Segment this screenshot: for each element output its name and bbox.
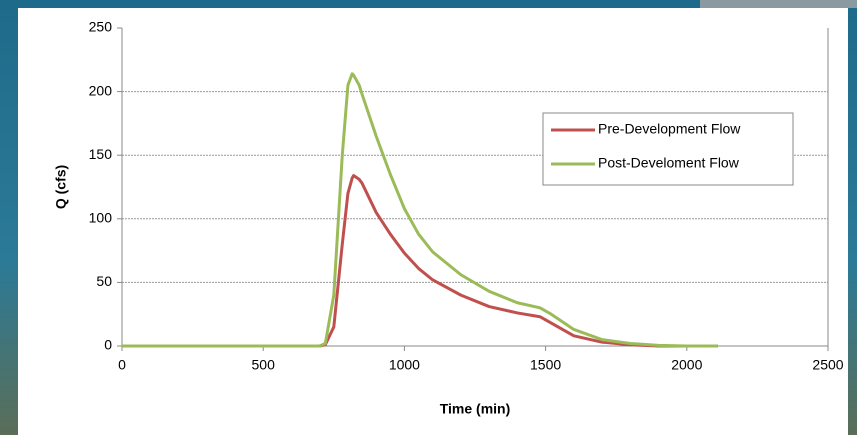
legend-box [542, 112, 794, 186]
x-tick-label: 1500 [530, 357, 561, 373]
y-axis-label: Q (cfs) [53, 165, 69, 209]
y-tick-label: 200 [89, 82, 113, 98]
legend-label: Post-Develoment Flow [598, 155, 740, 171]
x-tick-label: 500 [252, 357, 276, 373]
x-tick-label: 1000 [389, 357, 420, 373]
legend-label: Pre-Development Flow [598, 121, 741, 137]
y-tick-label: 50 [96, 273, 112, 289]
x-axis-label: Time (min) [440, 401, 511, 417]
y-tick-label: 0 [104, 337, 112, 353]
y-tick-label: 150 [89, 146, 113, 162]
x-tick-label: 2000 [671, 357, 702, 373]
series-line [122, 72, 718, 348]
chart-panel [18, 8, 848, 435]
top-right-strip [700, 0, 857, 8]
x-tick-label: 0 [118, 357, 126, 373]
x-tick-label: 2500 [812, 357, 843, 373]
series-line [122, 174, 718, 348]
y-tick-label: 100 [89, 210, 113, 226]
y-tick-label: 250 [89, 19, 113, 35]
